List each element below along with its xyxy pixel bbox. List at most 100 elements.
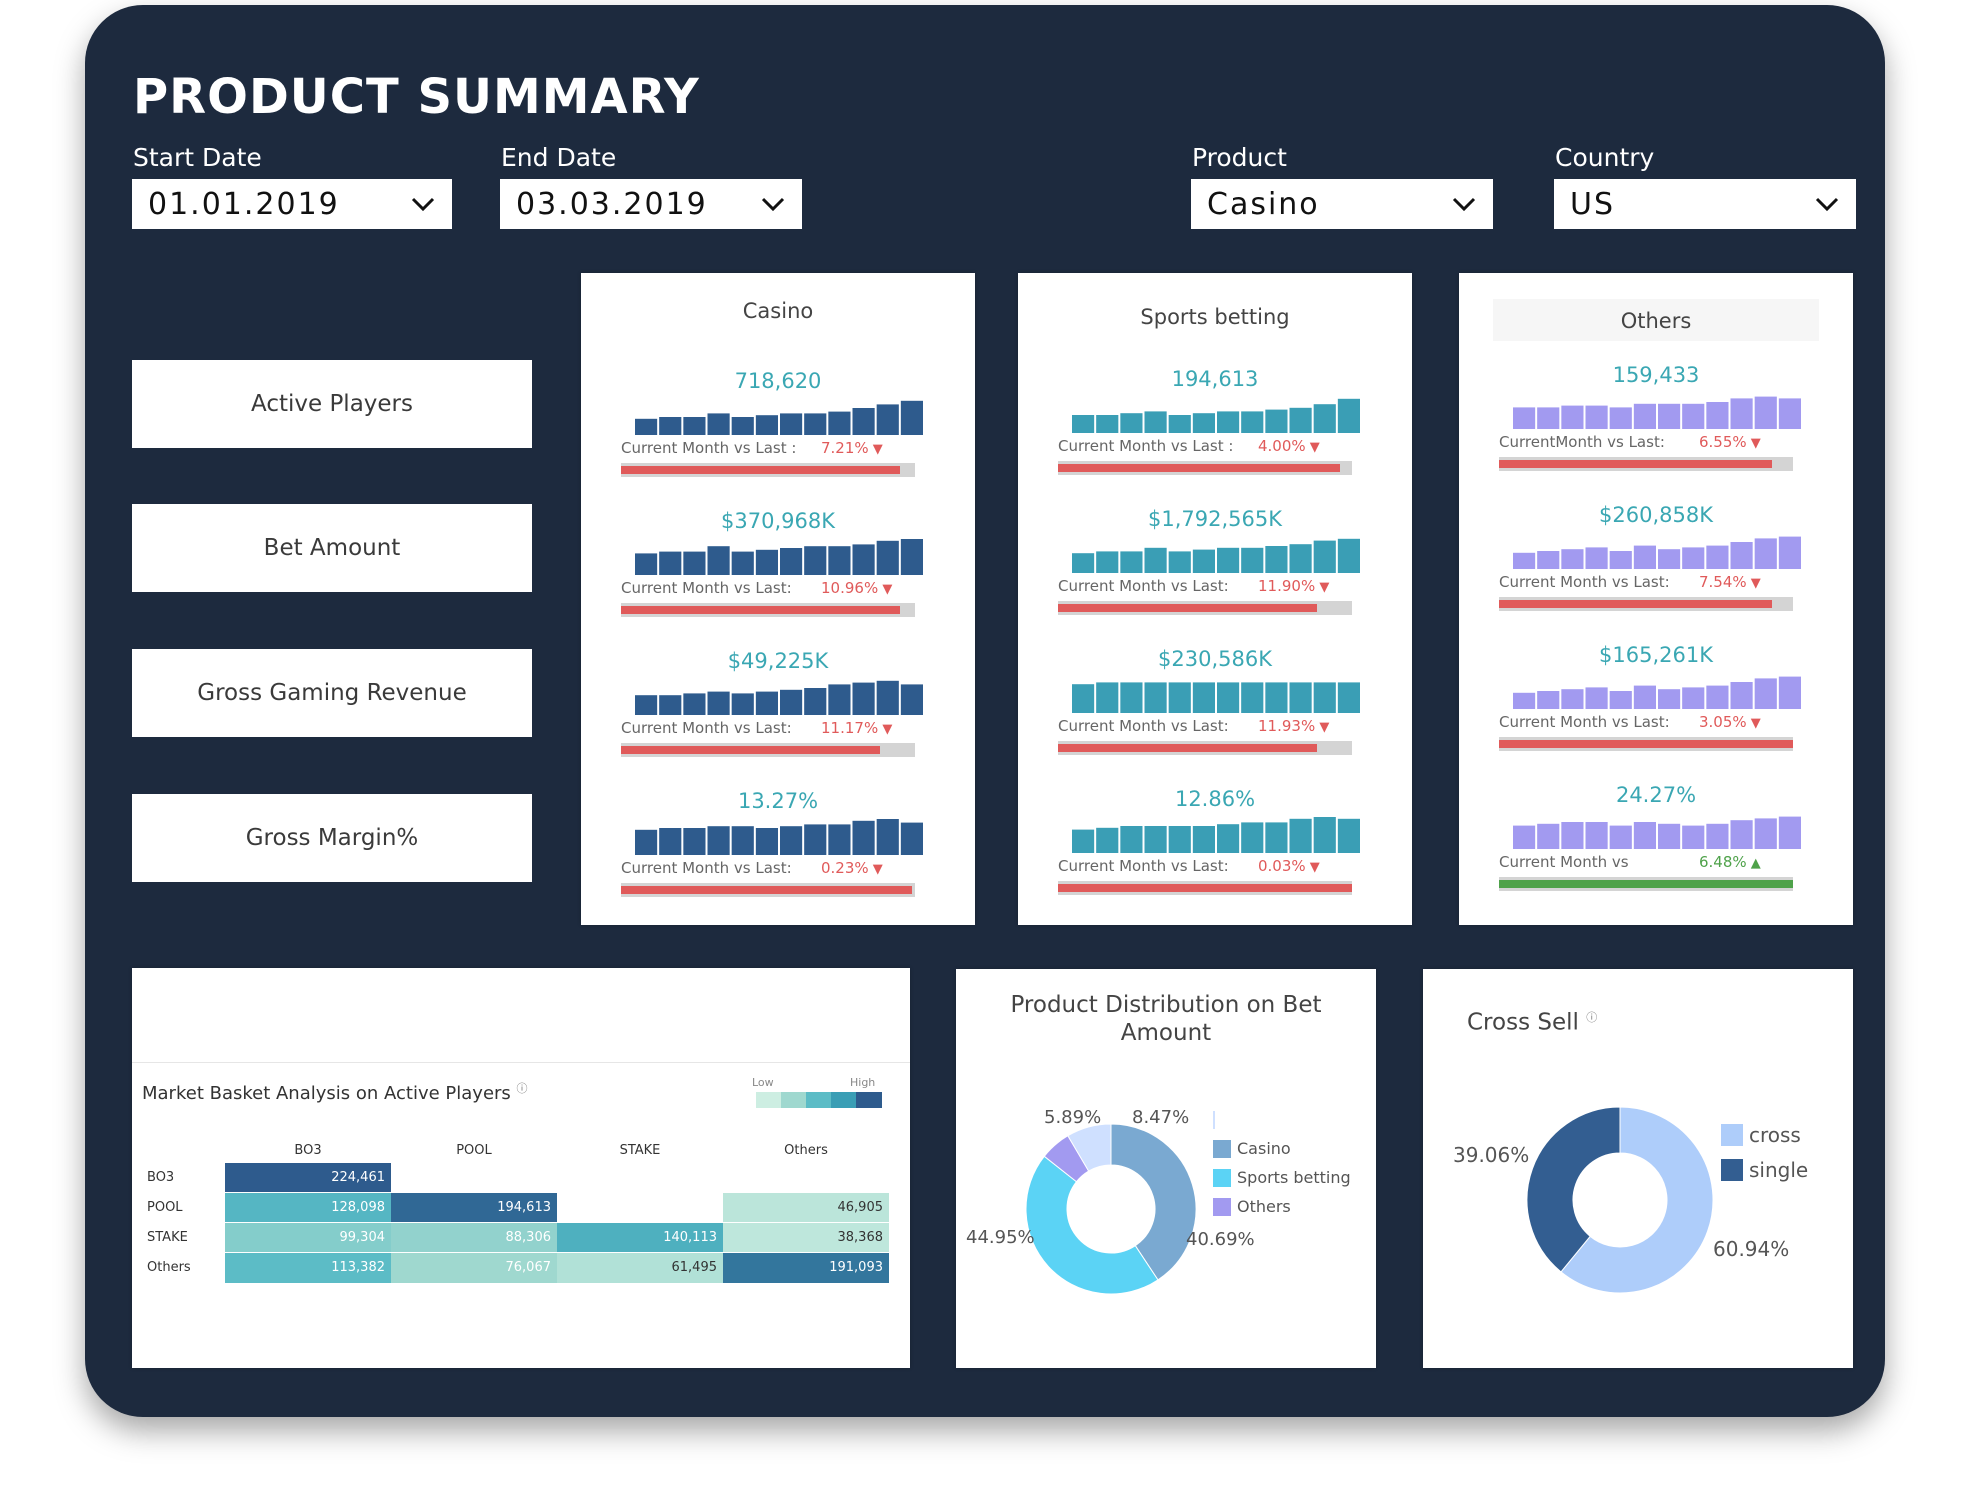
country-dropdown[interactable]: US (1554, 179, 1856, 229)
spark-bar (1754, 678, 1777, 709)
spark-bar (659, 417, 682, 435)
slice-label-others: 5.89% (1044, 1107, 1102, 1128)
spark-bar (1096, 682, 1119, 713)
legend-label: Sports betting (1237, 1168, 1351, 1187)
spark-bar (1072, 415, 1095, 433)
kpi-progress-fill (1499, 460, 1773, 468)
legend-item-casino: Casino (1213, 1139, 1291, 1158)
kpi-change: 3.05% ▼ (1699, 713, 1761, 731)
panel-title: Sports betting (1140, 305, 1290, 329)
table-row: STAKE 99,304 88,306 140,113 38,368 (139, 1222, 889, 1253)
country-value: US (1570, 186, 1616, 222)
spark-bar (1633, 685, 1656, 709)
kpi-compare-label: Current Month vs Last: (1058, 577, 1229, 595)
info-icon[interactable]: ⓘ (516, 1082, 528, 1095)
spark-bar (1513, 552, 1536, 569)
start-date-label: Start Date (133, 143, 262, 172)
legend-swatch (1213, 1168, 1231, 1187)
slice-label-single: 39.06% (1453, 1143, 1530, 1167)
donut-slice-casino[interactable] (1110, 1124, 1196, 1281)
cross-sell-title: Cross Sell ⓘ (1467, 1009, 1597, 1036)
chevron-down-icon (1452, 197, 1476, 212)
kpi-sparkline (1513, 676, 1801, 709)
kpi-block: 24.27% Current Month vs 6.48% ▲ (1459, 783, 1853, 923)
spark-bar (1265, 546, 1288, 573)
spark-bar (1120, 826, 1143, 853)
kpi-progress-fill (1058, 464, 1341, 472)
spark-bar (1120, 551, 1143, 573)
kpi-sparkline (1072, 398, 1360, 433)
spark-bar (635, 553, 658, 575)
triangle-down-icon: ▼ (1746, 576, 1761, 591)
product-dropdown[interactable]: Casino (1191, 179, 1493, 229)
spark-bar (1682, 403, 1705, 429)
spark-bar (635, 695, 658, 715)
kpi-compare-label: Current Month vs Last : (1058, 437, 1234, 455)
kpi-compare-label: Current Month vs (1499, 853, 1629, 871)
spark-bar (1120, 413, 1143, 433)
spark-bar (1168, 826, 1191, 853)
spark-bar (828, 824, 851, 855)
spark-bar (1144, 682, 1167, 713)
triangle-down-icon: ▼ (1746, 436, 1761, 451)
metric-button-active-players[interactable]: Active Players (132, 360, 532, 448)
spark-bar (755, 828, 778, 855)
triangle-down-icon: ▼ (878, 722, 893, 737)
spark-bar (780, 548, 803, 575)
metric-button-gross-gaming-revenue[interactable]: Gross Gaming Revenue (132, 649, 532, 737)
country-label: Country (1555, 143, 1655, 172)
kpi-progress-fill (1499, 880, 1793, 888)
kpi-compare-label: Current Month vs Last: (1499, 573, 1670, 591)
metric-button-bet-amount[interactable]: Bet Amount (132, 504, 532, 592)
kpi-progress-track (1058, 461, 1352, 475)
legend-swatch (1721, 1124, 1743, 1146)
spark-bar (1241, 411, 1264, 433)
kpi-value: $1,792,565K (1147, 507, 1282, 531)
spark-bar (1168, 551, 1191, 573)
end-date-dropdown[interactable]: 03.03.2019 (500, 179, 802, 229)
kpi-progress-track (1058, 881, 1352, 895)
metric-button-gross-margin[interactable]: Gross Margin% (132, 794, 532, 882)
spark-bar (900, 822, 923, 855)
spark-bar (1096, 827, 1119, 853)
spark-bar (1513, 692, 1536, 709)
donut-slice-cross[interactable] (1560, 1107, 1713, 1293)
spark-bar (1609, 407, 1632, 429)
table-cell (557, 1162, 723, 1193)
distribution-donut (1026, 1124, 1196, 1294)
kpi-progress-track (1058, 741, 1352, 755)
spark-bar (707, 413, 730, 435)
spark-bar (1730, 542, 1753, 569)
product-label: Product (1192, 143, 1287, 172)
spark-bar (804, 688, 827, 715)
kpi-block: $230,586K Current Month vs Last: 11.93% ▼ (1018, 647, 1412, 787)
table-cell: 88,306 (391, 1222, 557, 1253)
donut-slice-single[interactable] (1527, 1107, 1621, 1273)
kpi-change: 11.17% ▼ (821, 719, 892, 737)
spark-bar (755, 691, 778, 715)
spark-bar (1241, 547, 1264, 573)
kpi-change-value: 10.96% (821, 579, 879, 597)
kpi-panel-others: Others 159,433 CurrentMonth vs Last: 6.55% … (1459, 273, 1853, 925)
spark-bar (1585, 822, 1608, 849)
triangle-down-icon: ▼ (1315, 580, 1330, 595)
row-header: POOL (139, 1192, 225, 1223)
spark-bar (707, 691, 730, 715)
donut-slice-sports-betting[interactable] (1026, 1155, 1159, 1294)
kpi-value: 194,613 (1171, 367, 1259, 391)
spark-bar (1217, 411, 1240, 433)
kpi-sparkline (635, 539, 923, 575)
info-icon[interactable]: ⓘ (1586, 1011, 1598, 1024)
legend-label: Casino (1237, 1139, 1291, 1158)
triangle-down-icon: ▼ (1305, 440, 1320, 455)
donut-slice-unlabeled[interactable] (1067, 1124, 1112, 1172)
kpi-change: 6.55% ▼ (1699, 433, 1761, 451)
spark-bar (1609, 825, 1632, 849)
spark-bar (1561, 549, 1584, 569)
start-date-dropdown[interactable]: 01.01.2019 (132, 179, 452, 229)
spark-bar (707, 826, 730, 855)
spark-bar (1706, 823, 1729, 849)
triangle-down-icon: ▼ (1315, 720, 1330, 735)
spark-bar (780, 826, 803, 855)
kpi-sparkline (1072, 682, 1360, 713)
